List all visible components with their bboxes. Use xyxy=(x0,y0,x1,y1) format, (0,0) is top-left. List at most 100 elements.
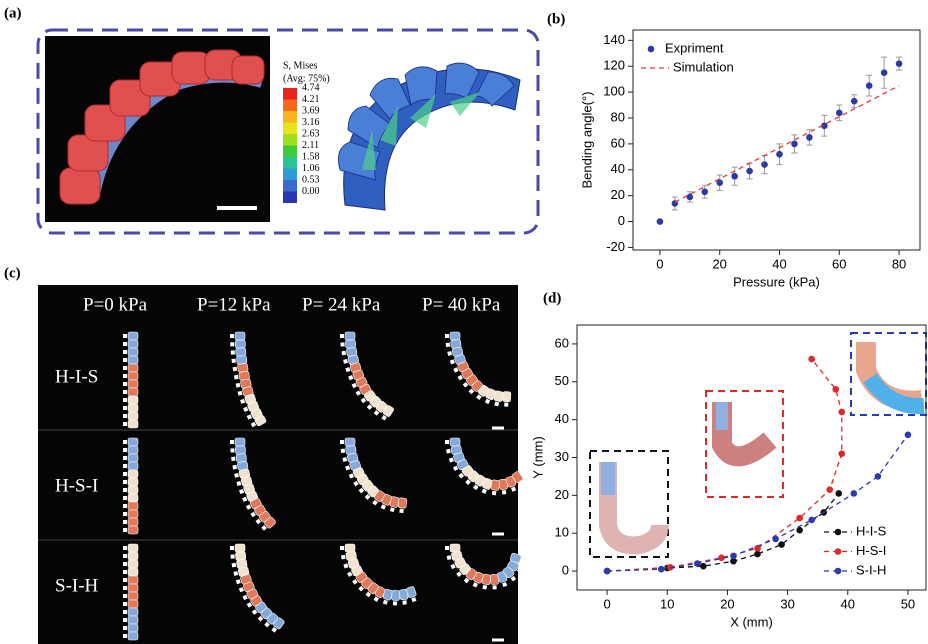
finger-tooth xyxy=(123,554,127,558)
y-tick-label: 20 xyxy=(555,487,569,502)
finger-tooth xyxy=(358,487,365,494)
finger-segment xyxy=(127,583,139,593)
finger-segment xyxy=(127,591,139,601)
finger-tooth xyxy=(242,594,248,601)
finger-tooth xyxy=(343,359,348,364)
x-tick-label: 40 xyxy=(772,256,786,271)
finger-segment xyxy=(449,437,461,447)
finger-tooth xyxy=(342,457,348,462)
finger-tooth xyxy=(235,579,241,585)
color-level: 3.16 xyxy=(302,117,320,128)
y-axis-label: Y (mm) xyxy=(530,436,545,478)
finger-segment xyxy=(127,347,139,357)
color-level: 0.00 xyxy=(302,186,320,197)
finger-tooth xyxy=(463,577,470,584)
data-point xyxy=(754,545,761,552)
finger-tooth xyxy=(392,601,398,606)
finger-tooth xyxy=(382,599,388,605)
finger-segment xyxy=(236,355,248,365)
data-point xyxy=(700,562,707,570)
finger-segment xyxy=(273,617,285,630)
finger-tooth xyxy=(123,520,127,524)
row-label: H-S-I xyxy=(55,475,98,496)
y-tick-label: 100 xyxy=(603,84,625,99)
finger-tooth xyxy=(123,488,127,492)
row-label: S-I-H xyxy=(55,575,99,596)
finger-tooth xyxy=(446,448,451,454)
data-point xyxy=(657,565,665,573)
finger-segment xyxy=(502,391,512,403)
finger-tooth xyxy=(341,350,347,356)
data-point xyxy=(826,486,834,493)
data-point xyxy=(874,473,882,480)
finger-tooth xyxy=(456,571,462,578)
finger-tooth xyxy=(250,511,256,518)
finger-tooth xyxy=(453,367,459,373)
finger-segment xyxy=(490,479,501,491)
finger-segment xyxy=(127,477,139,487)
finger-tooth xyxy=(230,554,235,559)
finger-tooth xyxy=(468,388,475,395)
finger-tooth xyxy=(123,366,127,370)
legend-marker xyxy=(834,528,842,536)
finger-tooth xyxy=(341,554,346,560)
finger-segment xyxy=(127,387,139,397)
finger-segment xyxy=(127,453,139,463)
finger-segment xyxy=(127,469,139,479)
finger-tooth xyxy=(380,504,387,510)
finger-tooth xyxy=(465,479,471,485)
finger-tooth xyxy=(123,472,127,476)
color-level: 3.69 xyxy=(302,105,320,116)
data-point xyxy=(838,408,846,416)
finger-tooth xyxy=(476,394,482,401)
finger-tooth xyxy=(123,586,127,590)
color-swatch xyxy=(283,122,297,134)
finger-tooth xyxy=(520,557,526,563)
finger-tooth xyxy=(511,486,517,492)
finger-segment xyxy=(235,551,247,561)
y-tick-label: 30 xyxy=(555,449,569,464)
finger-tooth xyxy=(233,571,239,576)
finger-tooth xyxy=(366,404,373,410)
finger-tooth xyxy=(462,381,469,388)
data-point xyxy=(656,218,664,225)
finger-tooth xyxy=(123,504,127,508)
finger-tooth xyxy=(240,398,246,404)
x-axis-label: Pressure (kPa) xyxy=(733,274,820,289)
series-line xyxy=(607,358,843,572)
legend-label: Expriment xyxy=(665,40,724,55)
finger-tooth xyxy=(237,390,243,396)
y-tick-label: 80 xyxy=(611,109,625,124)
finger-segment xyxy=(127,607,139,617)
data-point xyxy=(694,560,701,567)
y-tick-label: -20 xyxy=(606,239,625,254)
finger-tooth xyxy=(123,512,127,516)
finger-tooth xyxy=(251,609,258,615)
legend-label: Simulation xyxy=(673,59,734,74)
color-level: 1.58 xyxy=(302,151,320,162)
data-point xyxy=(821,122,828,130)
finger-tooth xyxy=(365,591,372,598)
finger-segment xyxy=(449,331,461,341)
finger-segment xyxy=(127,525,139,535)
finger-segment xyxy=(344,331,356,341)
finger-tooth xyxy=(235,382,241,388)
x-tick-label: 0 xyxy=(603,596,610,611)
finger-segment xyxy=(127,551,139,561)
data-point xyxy=(731,172,738,180)
finger-tooth xyxy=(123,456,127,460)
finger-tooth xyxy=(446,555,452,560)
finger-tooth xyxy=(473,484,479,491)
finger-segment xyxy=(235,347,247,357)
legend-title: (Avg: 75%) xyxy=(283,73,330,84)
finger-tooth xyxy=(246,602,253,608)
y-tick-label: 10 xyxy=(555,525,569,540)
y-tick-label: 40 xyxy=(611,161,625,176)
x-tick-label: 20 xyxy=(720,596,734,611)
data-point xyxy=(796,514,803,522)
color-swatch xyxy=(283,145,297,157)
finger-tooth xyxy=(123,422,127,426)
data-point xyxy=(746,167,753,175)
y-tick-label: 0 xyxy=(562,563,569,578)
finger-segment xyxy=(264,516,276,529)
